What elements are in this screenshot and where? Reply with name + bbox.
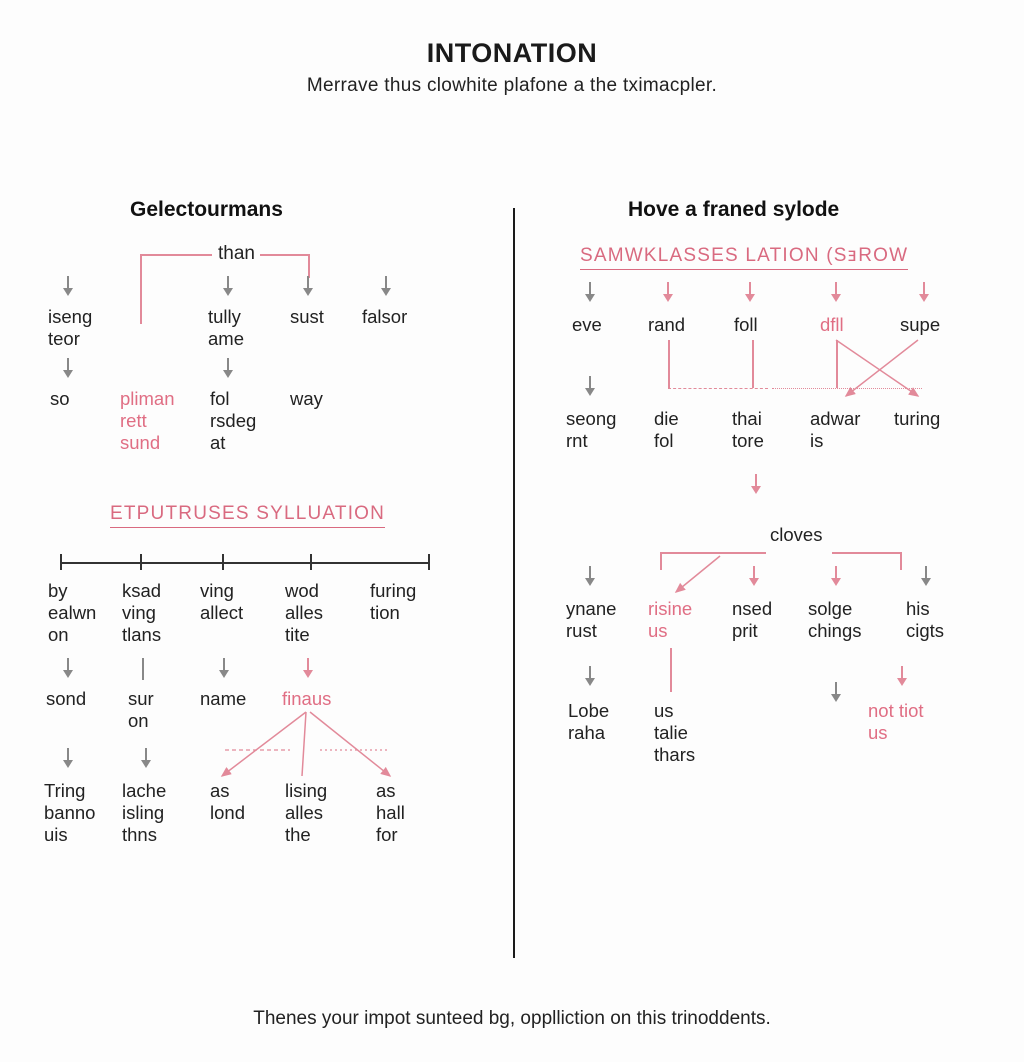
arrow-down-icon: [62, 748, 74, 770]
word-highlight: finaus: [282, 688, 331, 710]
word: sond: [46, 688, 86, 710]
arrow-down-icon: [62, 358, 74, 380]
connector-dot: [772, 388, 922, 389]
axis-tick: [60, 554, 62, 570]
connector-line: [752, 340, 754, 388]
arrow-down-icon: [920, 566, 932, 588]
word: Tring banno uis: [44, 780, 95, 845]
word: die fol: [654, 408, 679, 452]
arrow-down-icon: [140, 748, 152, 770]
connector-line: [670, 648, 672, 692]
connector-line: [668, 340, 670, 388]
word: sur on: [128, 688, 154, 732]
bracket-line: [660, 552, 662, 570]
word-highlight: dfll: [820, 314, 844, 336]
arrow-down-icon: [662, 282, 674, 304]
arrow-down-icon: [744, 282, 756, 304]
arrow-down-icon: [830, 282, 842, 304]
word: furing tion: [370, 580, 416, 624]
arrow-down-icon: [896, 666, 908, 688]
arrow-down-icon: [302, 658, 314, 680]
arrow-down-icon: [584, 566, 596, 588]
word: as lond: [210, 780, 245, 824]
word: wod alles tite: [285, 580, 323, 645]
axis-tick: [140, 554, 142, 570]
word: adwar is: [810, 408, 860, 452]
word: thai tore: [732, 408, 764, 452]
column-divider: [513, 208, 515, 958]
word: his cigts: [906, 598, 944, 642]
word: lising alles the: [285, 780, 327, 845]
right-heading: Hove a franed sylode: [628, 198, 839, 222]
word: foll: [734, 314, 758, 336]
word: supe: [900, 314, 940, 336]
word: falsor: [362, 306, 407, 328]
bracket-line: [140, 254, 212, 256]
bracket-line: [660, 552, 766, 554]
arrow-down-icon: [222, 276, 234, 298]
arrow-down-icon: [584, 666, 596, 688]
arrow-down-icon: [62, 658, 74, 680]
arrow-down-icon: [584, 376, 596, 398]
arrow-down-icon: [62, 276, 74, 298]
word: ksad ving tlans: [122, 580, 161, 645]
word: ving allect: [200, 580, 243, 624]
arrow-down-icon: [302, 276, 314, 298]
word: solge chings: [808, 598, 861, 642]
word: way: [290, 388, 323, 410]
right-section-heading: SAMWKLASSES LATION (SⱻROW: [580, 244, 908, 270]
arrow-down-icon: [830, 682, 842, 704]
word: iseng teor: [48, 306, 92, 350]
page-title: INTONATION: [0, 38, 1024, 69]
connector-dash: [668, 388, 768, 389]
diagram-area: Gelectourmans Hove a franed sylode than …: [0, 168, 1024, 988]
bracket-line: [140, 254, 142, 324]
word: rand: [648, 314, 685, 336]
word: eve: [572, 314, 602, 336]
word-highlight: pliman rett sund: [120, 388, 175, 453]
word: Lobe raha: [568, 700, 609, 744]
connector-svg: [0, 168, 1000, 968]
word: so: [50, 388, 70, 410]
word: seong rnt: [566, 408, 616, 452]
word: as hall for: [376, 780, 405, 845]
arrow-down-icon: [222, 358, 234, 380]
word: tully ame: [208, 306, 244, 350]
cloves-label: cloves: [770, 524, 822, 546]
arrow-down-icon: [918, 282, 930, 304]
arrow-down-icon: [830, 566, 842, 588]
word: turing: [894, 408, 940, 430]
bracket-label: than: [218, 243, 255, 265]
arrow-down-icon: [584, 282, 596, 304]
connector-svg: [0, 168, 500, 968]
bracket-line: [308, 254, 310, 278]
arrow-down-icon: [750, 474, 762, 496]
word: lache isling thns: [122, 780, 166, 845]
word: fol rsdeg at: [210, 388, 256, 453]
left-section-heading: ETPUTRUSES SYLLUATION: [110, 503, 385, 528]
word-highlight: risine us: [648, 598, 692, 642]
bracket-line: [260, 254, 308, 256]
bracket-line: [832, 552, 900, 554]
bracket-line: [900, 552, 902, 570]
axis-tick: [222, 554, 224, 570]
arrow-down-icon: [218, 658, 230, 680]
word: nsed prit: [732, 598, 772, 642]
axis-line: [60, 562, 430, 564]
left-heading: Gelectourmans: [130, 198, 283, 222]
page-subtitle: Merrave thus clowhite plafone a the txim…: [0, 75, 1024, 97]
footer-text: Thenes your impot sunteed bg, oppllictio…: [0, 1008, 1024, 1030]
word-highlight: not tiot us: [868, 700, 924, 744]
word: us talie thars: [654, 700, 695, 765]
axis-tick: [310, 554, 312, 570]
word: ynane rust: [566, 598, 616, 642]
word: by ealwn on: [48, 580, 96, 645]
axis-tick: [428, 554, 430, 570]
arrow-down-icon: [380, 276, 392, 298]
word: sust: [290, 306, 324, 328]
connector-line: [836, 340, 838, 388]
word: name: [200, 688, 246, 710]
connector-line: [142, 658, 144, 680]
arrow-down-icon: [748, 566, 760, 588]
